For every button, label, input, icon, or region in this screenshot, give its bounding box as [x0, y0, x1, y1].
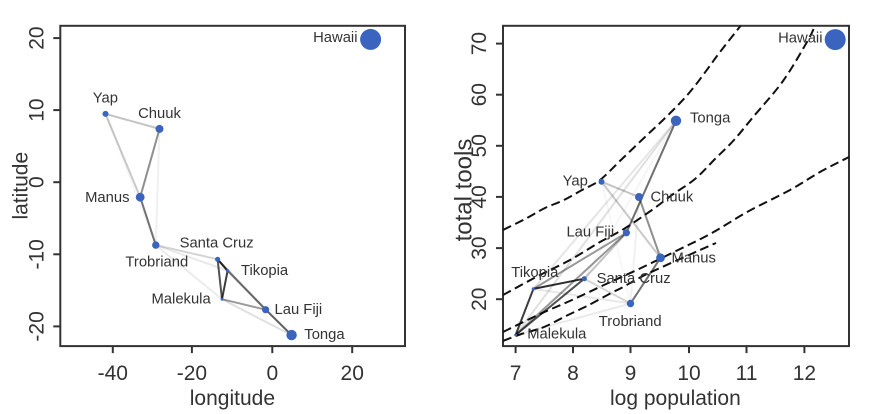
svg-text:latitude: latitude — [9, 152, 32, 220]
svg-text:Santa Cruz: Santa Cruz — [180, 235, 254, 251]
svg-text:Yap: Yap — [93, 91, 118, 107]
svg-text:70: 70 — [468, 32, 491, 55]
svg-text:Tonga: Tonga — [690, 111, 731, 127]
svg-text:Malekula: Malekula — [151, 292, 211, 308]
svg-text:Lau Fiji: Lau Fiji — [275, 302, 323, 318]
svg-text:20: 20 — [468, 288, 491, 311]
svg-text:7: 7 — [510, 362, 522, 385]
svg-text:20: 20 — [25, 26, 48, 49]
svg-text:-20: -20 — [25, 311, 48, 341]
svg-text:log population: log population — [610, 387, 741, 410]
svg-text:-20: -20 — [177, 362, 207, 385]
svg-text:Tikopia: Tikopia — [241, 263, 289, 279]
svg-text:20: 20 — [341, 362, 364, 385]
svg-text:0: 0 — [25, 176, 48, 188]
svg-text:10: 10 — [25, 98, 48, 121]
svg-text:-10: -10 — [25, 239, 48, 269]
svg-text:-40: -40 — [98, 362, 128, 385]
svg-text:total tools: total tools — [450, 139, 477, 242]
svg-text:12: 12 — [793, 362, 816, 385]
svg-text:Chuuk: Chuuk — [651, 190, 694, 206]
svg-text:11: 11 — [736, 362, 758, 385]
svg-text:Trobriand: Trobriand — [125, 255, 188, 271]
svg-text:40: 40 — [468, 185, 491, 208]
svg-text:Santa Cruz: Santa Cruz — [597, 271, 671, 287]
svg-text:Manus: Manus — [672, 251, 716, 267]
svg-text:Trobriand: Trobriand — [599, 314, 662, 330]
svg-text:9: 9 — [625, 362, 637, 385]
svg-text:Hawaii: Hawaii — [313, 30, 357, 46]
svg-text:Malekula: Malekula — [527, 327, 587, 343]
svg-text:Manus: Manus — [85, 190, 129, 206]
svg-text:Tonga: Tonga — [304, 327, 345, 343]
svg-text:8: 8 — [567, 362, 579, 385]
svg-text:longitude: longitude — [190, 387, 275, 410]
svg-text:Chuuk: Chuuk — [138, 106, 181, 122]
svg-text:50: 50 — [468, 134, 491, 157]
svg-text:Lau Fiji: Lau Fiji — [566, 224, 614, 240]
svg-text:30: 30 — [468, 236, 491, 259]
svg-text:60: 60 — [468, 83, 491, 106]
svg-text:10: 10 — [677, 362, 700, 385]
svg-text:Hawaii: Hawaii — [778, 30, 822, 46]
svg-text:0: 0 — [266, 362, 278, 385]
svg-text:Tikopia: Tikopia — [511, 265, 559, 281]
svg-text:Yap: Yap — [563, 173, 588, 189]
